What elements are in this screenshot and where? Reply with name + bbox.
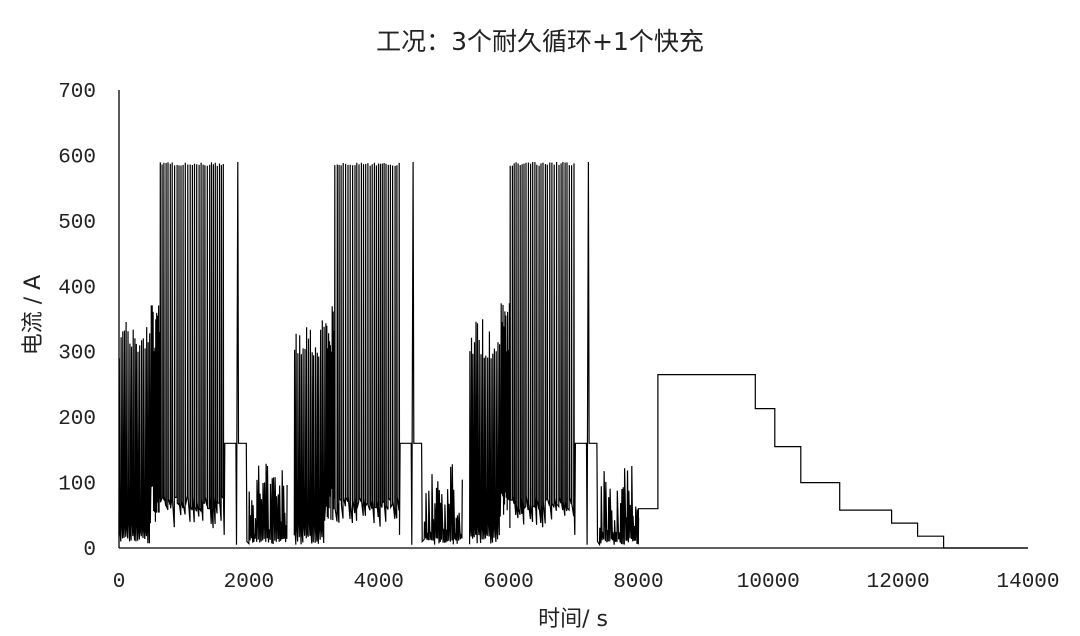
durability-line	[469, 161, 640, 547]
chart-title: 工况：3个耐久循环+1个快充	[376, 27, 704, 56]
durability-cycle-1	[118, 161, 288, 546]
y-tick-label: 600	[58, 146, 96, 169]
y-axis-label: 电流 / A	[21, 275, 46, 355]
y-tick-label: 300	[58, 343, 96, 366]
durability-line	[118, 161, 288, 546]
y-tick-label: 700	[58, 81, 96, 104]
x-tick-label: 14000	[996, 571, 1059, 594]
x-tick-label: 4000	[354, 571, 404, 594]
y-tick-label: 0	[83, 539, 96, 562]
x-tick-label: 6000	[483, 571, 533, 594]
x-tick-label: 12000	[867, 571, 930, 594]
fast-charge-line	[637, 374, 1028, 549]
x-tick-label: 2000	[224, 571, 274, 594]
y-tick-label: 200	[58, 408, 96, 431]
x-tick-labels: 0 2000 4000 6000 8000 10000 12000 14000	[113, 571, 1060, 594]
durability-cycle-3	[469, 161, 640, 547]
y-tick-label: 100	[58, 474, 96, 497]
y-tick-label: 400	[58, 277, 96, 300]
y-tick-labels: 0 100 200 300 400 500 600 700	[58, 81, 96, 562]
y-tick-label: 500	[58, 212, 96, 235]
durability-line	[293, 161, 463, 545]
x-tick-label: 8000	[613, 571, 663, 594]
x-tick-label: 10000	[737, 571, 800, 594]
plot-area	[118, 90, 1028, 549]
x-axis-label: 时间/ s	[538, 607, 608, 632]
x-tick-label: 0	[113, 571, 126, 594]
durability-cycle-2	[293, 161, 463, 545]
